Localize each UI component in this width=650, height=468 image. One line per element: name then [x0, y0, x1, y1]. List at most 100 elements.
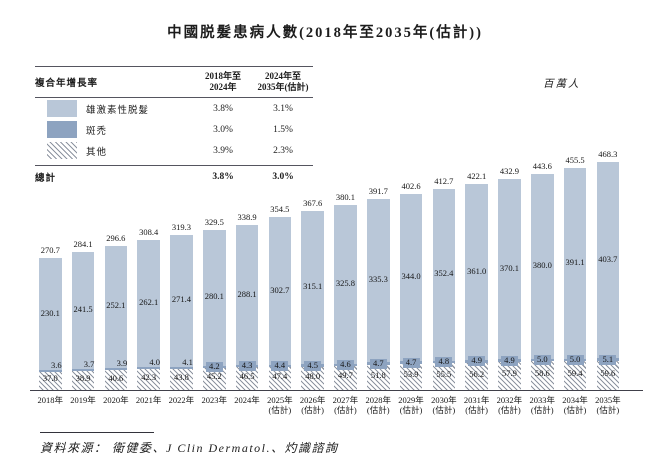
bar-total-label: 308.4: [139, 226, 159, 237]
x-axis-category-label: 2019年: [70, 395, 96, 405]
cagr-total-row: 總計 3.8% 3.0%: [35, 165, 313, 188]
total-label: 總計: [35, 174, 57, 184]
bar-androgenetic-label: 252.1: [106, 300, 126, 311]
x-axis-category-label: 2023年: [201, 395, 227, 405]
page-title: 中國脱髮患病人數(2018年至2035年(估計)): [167, 25, 483, 41]
cagr-column-2018-2024: 2018年至 2024年: [204, 70, 241, 92]
bar-areata-label: 4.8: [438, 355, 450, 366]
bar-androgenetic-label: 302.7: [270, 284, 290, 295]
bar-segment-androgenetic: [367, 199, 390, 363]
bar-segment-others: [268, 366, 292, 390]
bar-androgenetic-label: 262.1: [139, 297, 159, 308]
bar-total-label: 432.9: [499, 166, 519, 177]
bar-areata-label: 5.0: [569, 353, 581, 364]
bar-segment-androgenetic: [235, 224, 259, 366]
bar-segment-androgenetic: [137, 239, 160, 368]
cagr-value: 3.0%: [213, 124, 233, 135]
bar-segment-androgenetic: [563, 168, 587, 359]
x-axis-category-label: 2034年 (估計): [562, 395, 588, 416]
bar-total-label: 284.1: [73, 238, 93, 249]
cagr-table-header: 複合年增長率 2018年至 2024年 2024年至 2035年(估計): [35, 66, 313, 98]
bar-areata-chip: [435, 356, 453, 367]
cagr-value: 2.3%: [273, 145, 293, 156]
x-axis-category-label: 2032年 (估計): [496, 395, 523, 416]
cagr-column-2024-2035: 2024年至 2035年(估計): [257, 70, 309, 92]
bar-segment-others: [465, 362, 488, 390]
cagr-value: 1.5%: [273, 124, 293, 135]
bar-segment-areata: [137, 367, 160, 370]
legend-row-areata: 斑禿 3.0% 1.5%: [35, 119, 313, 140]
x-axis-category-label: 2030年 (估計): [431, 395, 457, 416]
bar-segment-androgenetic: [432, 189, 456, 361]
bar-total-label: 319.3: [171, 221, 191, 232]
bar-androgenetic-label: 280.1: [204, 291, 224, 302]
bar-total-label: 329.5: [204, 216, 224, 227]
bar-areata-chip: [369, 358, 387, 369]
bar-androgenetic-label: 391.1: [565, 256, 585, 267]
bar-areata-label: 5.0: [536, 354, 548, 365]
bar-others-label: 38.9: [75, 373, 91, 384]
others-hatch-swatch-icon: [47, 142, 77, 159]
bar-areata-label: 3.7: [83, 359, 95, 370]
bar-androgenetic-label: 288.1: [237, 288, 257, 299]
bar-areata-label: 3.9: [116, 358, 128, 369]
bar-segment-androgenetic: [334, 204, 357, 364]
bar-areata-label: 4.6: [340, 358, 351, 369]
bar-total-label: 468.3: [598, 148, 618, 159]
bar-segment-androgenetic: [170, 234, 193, 367]
bar-others-label: 48.0: [305, 370, 321, 381]
x-axis-category-label: 2033年 (估計): [529, 395, 555, 416]
bar-areata-chip: [566, 354, 584, 365]
bar-others-label: 51.8: [370, 369, 386, 380]
cagr-legend-table: 複合年增長率 2018年至 2024年 2024年至 2035年(估計) 雄激素…: [35, 66, 313, 188]
x-axis-category-label: 2027年 (估計): [332, 395, 359, 416]
bar-androgenetic-label: 271.4: [171, 294, 191, 305]
bar-androgenetic-label: 325.8: [335, 277, 355, 288]
bar-total-label: 296.6: [106, 232, 126, 243]
bar-others-label: 46.5: [239, 371, 255, 382]
bar-segment-others: [432, 362, 456, 390]
bar-segment-others: [301, 366, 324, 390]
bar-areata-chip: [533, 355, 551, 366]
bar-androgenetic-label: 370.1: [499, 262, 519, 273]
areata-swatch-icon: [47, 121, 77, 138]
bar-androgenetic-label: 241.5: [73, 303, 93, 314]
bar-areata-chip: [205, 361, 223, 372]
bar-segment-androgenetic: [498, 179, 521, 360]
bar-segment-androgenetic: [531, 173, 554, 359]
x-axis-category-label: 2029年 (估計): [398, 395, 424, 416]
bar-androgenetic-label: 335.3: [368, 274, 388, 285]
x-axis-category-label: 2031年 (估計): [463, 395, 490, 416]
x-axis-category-label: 2018年: [37, 395, 63, 405]
total-cagr-value: 3.8%: [212, 172, 234, 182]
legend-label: 雄激素性脱髮: [86, 105, 150, 116]
bar-segment-others: [563, 361, 587, 390]
bar-others-label: 37.0: [42, 373, 58, 384]
bar-areata-label: 4.4: [274, 359, 286, 370]
bar-areata-label: 4.9: [504, 354, 515, 365]
bar-total-label: 380.1: [335, 191, 355, 202]
bar-others-label: 59.6: [600, 367, 616, 378]
bar-segment-others: [367, 364, 390, 390]
bar-areata-label: 4.3: [241, 360, 253, 371]
bar-total-label: 455.5: [565, 155, 585, 166]
bar-total-label: 367.6: [303, 197, 323, 208]
bar-segment-androgenetic: [399, 193, 423, 362]
source-note: 資料來源： 衛健委、J Clin Dermatol.、灼識諮詢: [40, 441, 339, 455]
bar-others-label: 53.9: [403, 369, 419, 380]
bar-areata-label: 4.1: [182, 356, 193, 367]
bar-segment-others: [498, 361, 521, 390]
bar-total-label: 338.9: [237, 211, 257, 222]
bar-androgenetic-label: 230.1: [40, 307, 60, 318]
bar-others-label: 56.2: [469, 368, 485, 379]
bar-areata-label: 4.5: [307, 359, 318, 370]
x-axis-category-label: 2028年 (估計): [365, 395, 391, 416]
total-cagr-value: 3.0%: [272, 172, 294, 182]
bar-segment-androgenetic: [268, 217, 292, 365]
bar-segment-others: [39, 371, 62, 390]
bar-areata-chip: [238, 361, 256, 372]
bar-segment-others: [334, 365, 357, 390]
bar-segment-others: [596, 360, 620, 390]
bar-segment-areata: [71, 369, 95, 372]
